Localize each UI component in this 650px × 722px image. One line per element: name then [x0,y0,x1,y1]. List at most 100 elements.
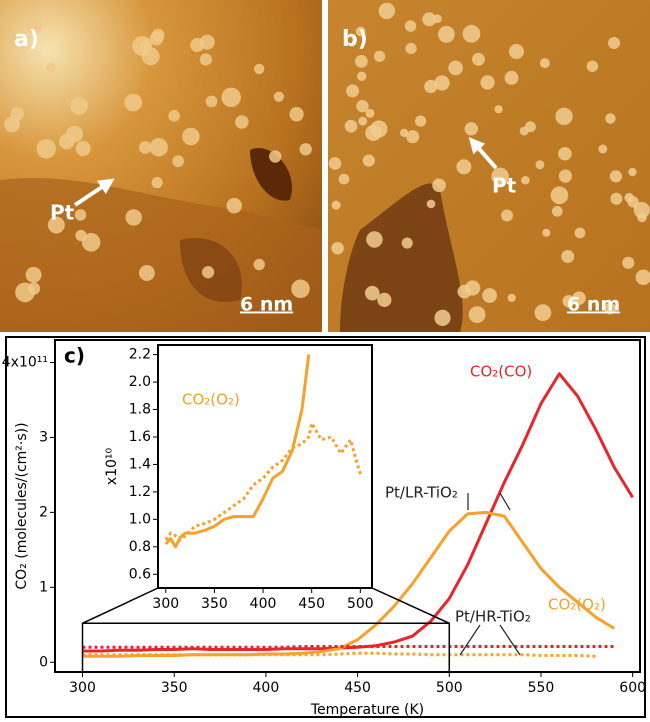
particle [356,99,369,113]
particle [456,159,472,175]
particle [622,256,635,269]
y-tick-label: 0.8 [129,539,151,555]
particle [448,60,463,76]
particle [365,108,375,118]
annotation: CO₂(CO) [470,363,532,381]
particle [168,110,180,122]
particle [424,79,438,94]
particle [438,25,455,43]
stm-image-a [0,0,322,332]
particle [299,143,312,156]
particle [414,115,427,127]
data-line [82,510,616,658]
particle [338,173,350,185]
callout [499,624,521,656]
particle [138,141,152,154]
y-tick-label: 1.2 [129,484,151,500]
particle [508,43,525,60]
particle [125,209,142,226]
pit [250,148,292,201]
particle [291,279,310,299]
data-line [82,651,597,658]
x-tick-label: 300 [152,596,179,612]
particle [539,58,550,69]
y-tick-label: 0.6 [129,566,151,582]
particle [149,31,164,46]
particle [354,54,368,68]
x-axis-label: Temperature (K) [310,702,424,718]
scale-bar: 6 nm [240,294,293,316]
particle [637,212,647,223]
plot-frame [157,344,373,589]
particle [482,288,498,303]
particle [141,47,160,66]
particle [507,293,516,302]
particle [346,84,360,98]
data-line [82,645,615,649]
x-tick-label: 550 [528,680,555,696]
particle [25,266,42,283]
particle [355,26,366,37]
x-tick-label: 300 [69,680,96,696]
particle [221,87,241,108]
data-line [82,372,634,653]
y-tick-label: 1.4 [129,456,151,472]
particle [36,139,57,159]
particle [480,75,495,90]
particle [226,197,242,214]
particle [253,258,265,271]
particle [66,125,83,143]
x-tick-label: 600 [619,680,646,696]
particle [558,169,573,183]
x-tick-label: 400 [250,596,277,612]
particle [598,144,608,154]
annotation: Pt [492,174,517,198]
particle [433,14,442,23]
particle [494,105,503,114]
y-tick-label: 2 [39,504,48,520]
y-tick-label: 0 [39,654,48,670]
particle [253,63,265,75]
particle [501,209,513,222]
particle [550,186,569,205]
particle [201,266,215,279]
arrow [468,136,498,170]
particle [273,91,284,102]
particle [434,309,451,326]
particle [562,294,575,308]
particle [70,96,89,115]
particle [404,20,417,32]
y-axis-label: CO₂ (molecules/(cm²·s)) [14,422,30,589]
scale-bar: 6 nm [567,294,620,316]
particle [405,42,417,55]
particle [205,95,218,108]
particle [624,192,634,203]
particle [426,199,436,209]
annotation: Pt [50,201,75,225]
particle [432,178,446,193]
particle [269,150,282,163]
particle [401,237,413,249]
particle [377,292,392,307]
y-tick-label: 2.2 [129,347,151,363]
particle [462,24,481,43]
x-tick-label: 500 [436,680,463,696]
particle [373,50,386,62]
particle [542,228,551,237]
particle [605,113,616,124]
particle [378,2,396,20]
particle [628,167,637,177]
particle [199,53,212,66]
particle [74,209,87,221]
particle [400,128,409,138]
y-tick-label: 2.0 [129,374,151,390]
plot-frame [54,339,641,673]
particle [26,18,43,34]
inset-background [158,345,372,588]
particle [422,12,437,27]
particle [370,120,388,138]
y-tick-label: 3 [39,429,48,445]
particle [464,122,478,136]
x-tick-label: 500 [347,596,374,612]
